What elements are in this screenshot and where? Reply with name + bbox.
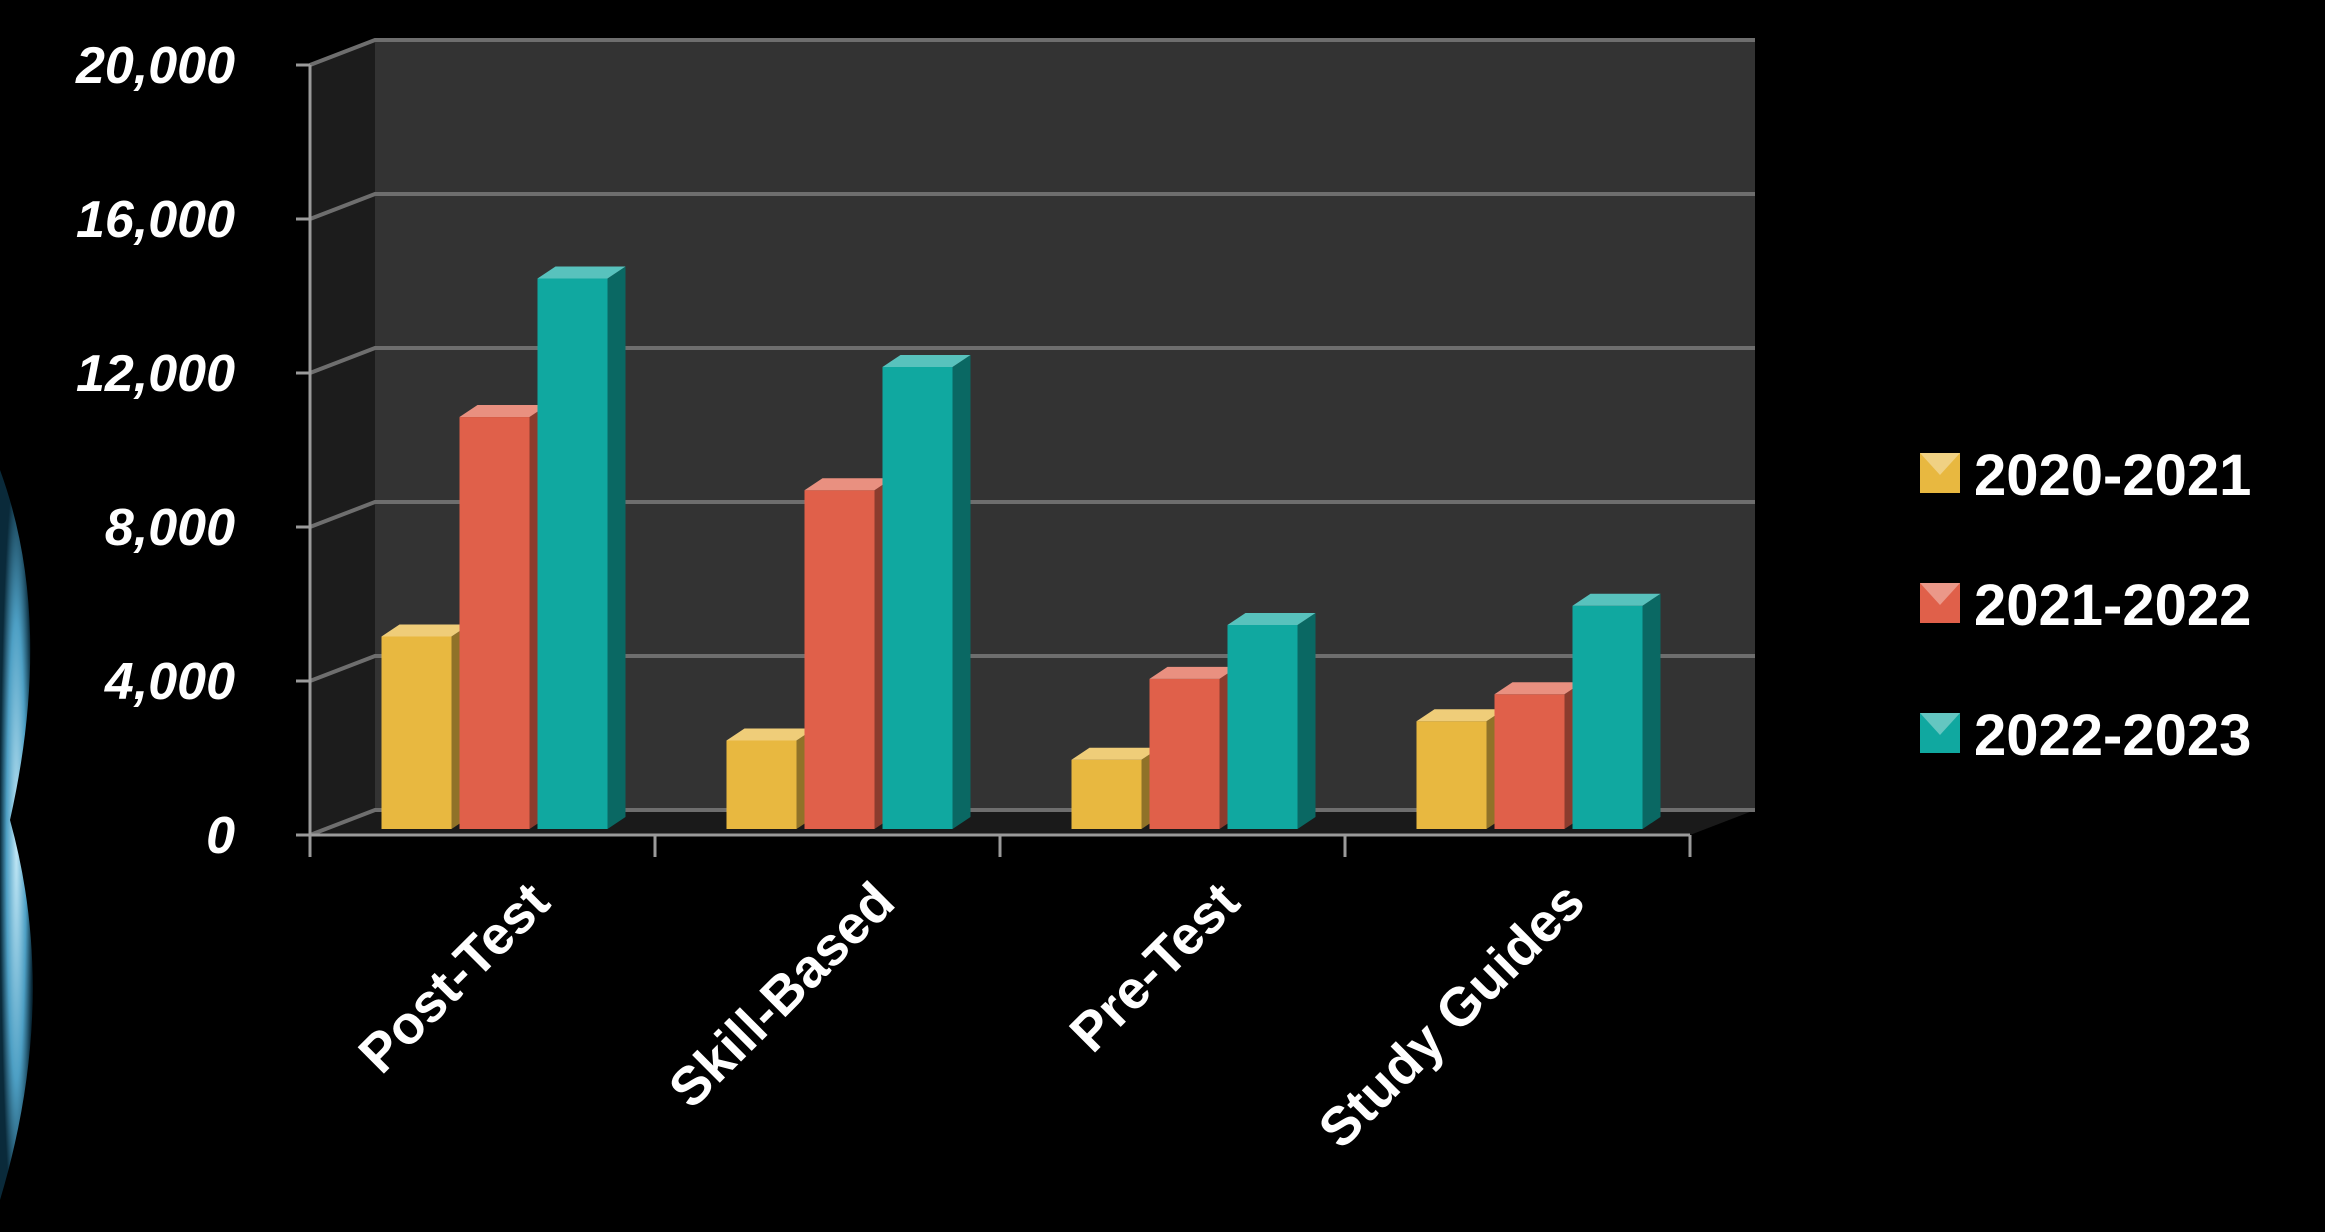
bar <box>537 266 626 829</box>
bar-front <box>1416 721 1487 829</box>
bar-side <box>607 266 626 829</box>
legend-swatch-highlight <box>1920 583 1960 605</box>
legend-item: 2021-2022 <box>1920 573 2251 638</box>
bar-front <box>537 278 608 829</box>
legend-item: 2022-2023 <box>1920 703 2251 768</box>
bar-side <box>1297 612 1316 829</box>
bar <box>1149 666 1238 829</box>
legend-label: 2020-2021 <box>1974 443 2251 508</box>
bar-front <box>1149 678 1220 829</box>
bar <box>1071 747 1160 829</box>
legend-swatch-highlight <box>1920 713 1960 735</box>
bar <box>1227 612 1316 829</box>
back-wall <box>375 40 1755 810</box>
bar-top <box>882 355 971 367</box>
bar-front <box>726 740 797 829</box>
bar <box>1416 709 1505 829</box>
bar-front <box>882 367 953 829</box>
bar-top <box>381 624 470 637</box>
y-tick-label: 8,000 <box>105 499 235 557</box>
floor <box>310 810 1755 835</box>
bar-front <box>1494 694 1565 829</box>
bar <box>726 728 815 829</box>
bar-front <box>1071 759 1142 829</box>
x-category-label: Study Guides <box>1307 871 1596 1160</box>
bar <box>1494 682 1583 829</box>
bar-side <box>952 355 971 829</box>
gridline <box>309 192 1755 221</box>
gridline <box>309 38 1755 67</box>
bar-top <box>1227 612 1316 625</box>
y-tick-label: 4,000 <box>104 653 235 711</box>
bar-top <box>726 728 815 741</box>
bar-top <box>459 405 548 418</box>
bar-top <box>537 266 626 279</box>
bar-top <box>1071 747 1160 760</box>
legend-label: 2022-2023 <box>1974 703 2251 768</box>
legend-item: 2020-2021 <box>1920 443 2251 508</box>
decorative-bubble <box>0 470 33 1232</box>
y-tick-label: 12,000 <box>76 345 235 403</box>
legend-swatch-highlight <box>1920 453 1960 475</box>
bar-side <box>1642 593 1661 829</box>
bar <box>381 624 470 829</box>
gridline <box>309 346 1755 375</box>
bar-top <box>804 478 893 491</box>
y-tick-label: 0 <box>206 807 235 865</box>
bar-front <box>381 636 452 829</box>
bar-top <box>1572 593 1661 606</box>
bar-front <box>804 490 875 829</box>
x-category-label: Skill-Based <box>658 871 906 1119</box>
bar-top <box>1416 709 1505 722</box>
legend-label: 2021-2022 <box>1974 573 2251 638</box>
y-tick-label: 20,000 <box>75 37 235 95</box>
gridline <box>309 500 1755 529</box>
y-tick-label: 16,000 <box>76 191 235 249</box>
x-category-label: Post-Test <box>347 871 561 1085</box>
bar-top <box>1494 682 1583 695</box>
bar-top <box>1149 666 1238 679</box>
side-wall <box>310 40 375 835</box>
bar <box>804 478 893 829</box>
bar-front <box>459 417 530 829</box>
x-category-label: Pre-Test <box>1059 871 1251 1063</box>
bar <box>882 355 971 829</box>
bar-front <box>1572 605 1643 829</box>
bar <box>459 405 548 829</box>
bar <box>1572 593 1661 829</box>
bar-front <box>1227 624 1298 829</box>
